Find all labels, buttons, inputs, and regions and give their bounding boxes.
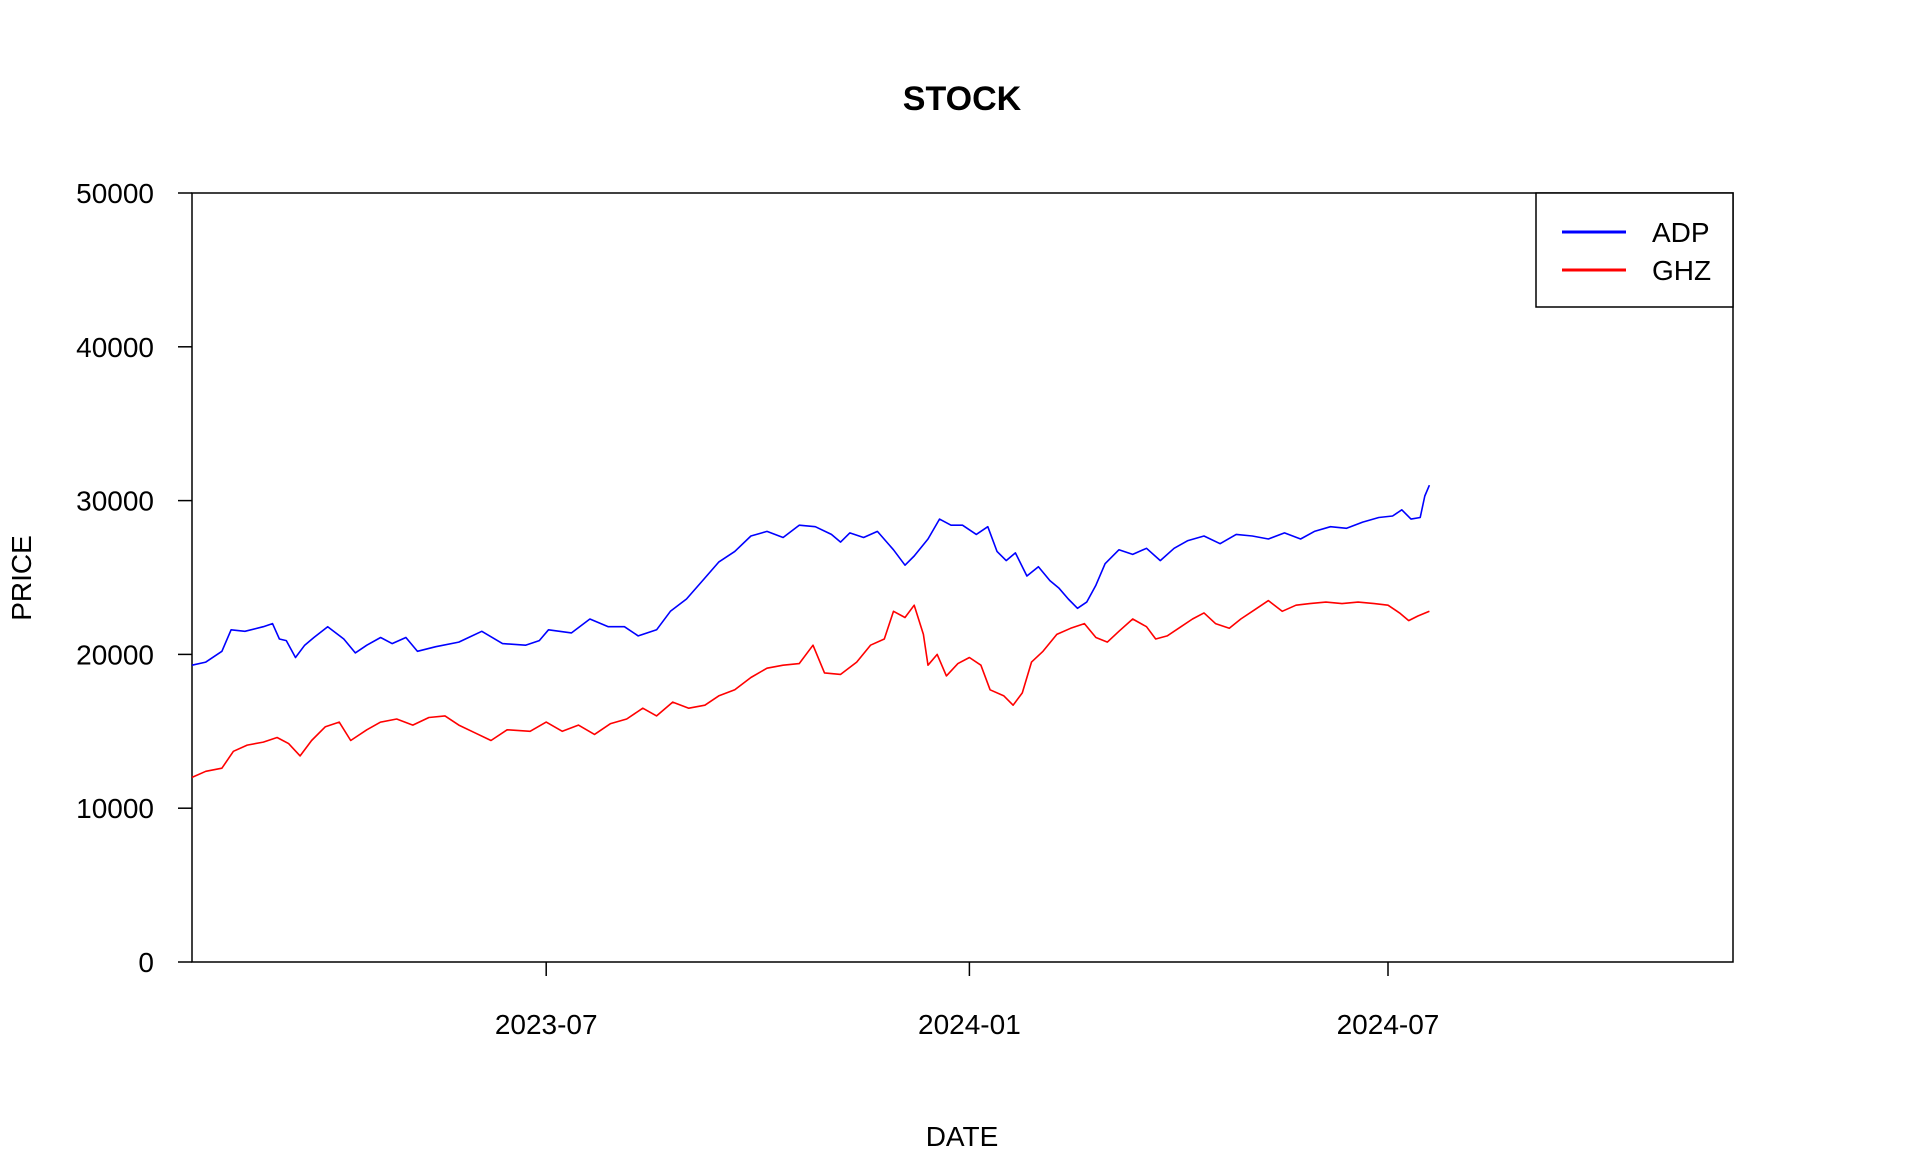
x-tick-label: 2023-07 xyxy=(495,1009,598,1040)
y-axis: 0 10000 20000 30000 40000 50000 xyxy=(76,178,192,978)
x-axis-label: DATE xyxy=(926,1121,999,1152)
y-tick-label: 20000 xyxy=(76,639,154,670)
y-tick-label: 0 xyxy=(138,947,154,978)
y-tick-label: 40000 xyxy=(76,332,154,363)
y-tick-label: 10000 xyxy=(76,793,154,824)
legend-box xyxy=(1535,192,1734,308)
series-layer xyxy=(191,484,1431,779)
series-line-ghz xyxy=(191,599,1430,779)
x-tick-label: 2024-01 xyxy=(918,1009,1021,1040)
y-tick-label: 50000 xyxy=(76,178,154,209)
y-axis-label: PRICE xyxy=(6,535,37,621)
x-tick-label: 2024-07 xyxy=(1337,1009,1440,1040)
y-tick-label: 30000 xyxy=(76,486,154,517)
x-axis: 2023-07 2024-01 2024-07 xyxy=(495,962,1440,1040)
legend-label-ghz: GHZ xyxy=(1652,255,1711,286)
legend: ADP GHZ xyxy=(1535,192,1734,308)
legend-label-adp: ADP xyxy=(1652,217,1710,248)
series-line-adp xyxy=(191,484,1431,666)
plot-frame xyxy=(191,192,1734,963)
chart-title: STOCK xyxy=(903,80,1022,118)
